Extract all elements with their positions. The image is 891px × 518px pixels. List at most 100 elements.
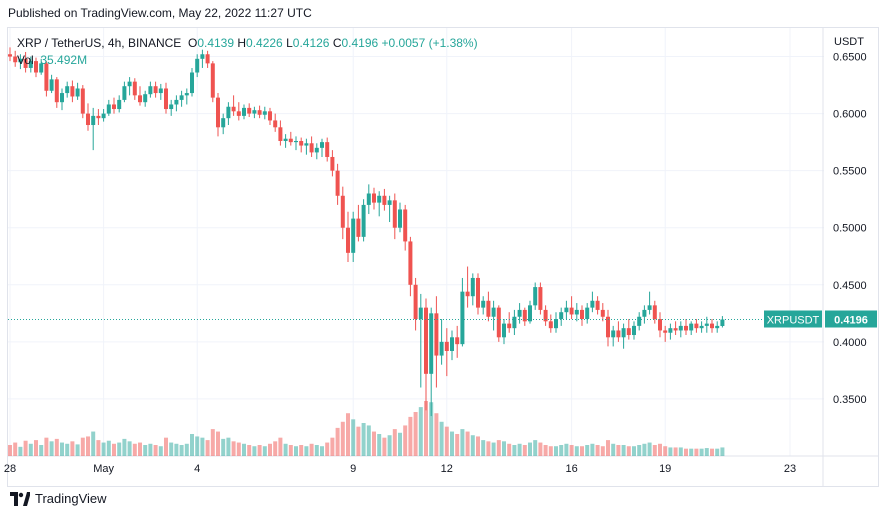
candle-body [262,111,267,115]
volume-bar [694,448,699,456]
volume-bar [320,446,324,456]
volume-bar [268,443,272,456]
candle-body [257,110,262,115]
legend-close-value: 0.4196 [341,36,379,50]
volume-bar [507,443,512,456]
volume-bar [44,437,49,456]
volume-bar [606,440,610,456]
candle-body [663,330,668,333]
volume-bar [236,442,241,456]
footer[interactable]: TradingView [10,491,107,506]
candle-body [444,341,449,351]
candle-body [606,316,610,338]
candle-body [710,323,714,329]
candle-body [65,86,70,94]
legend-open-value: 0.4139 [197,36,235,50]
volume-bar [70,441,75,456]
candle-body [106,104,111,114]
symbol-tag-label: XRPUSDT [767,314,820,326]
candle-body [190,72,194,94]
legend-close-label: C [332,36,342,50]
x-tick-label: May [93,463,114,475]
volume-bar [372,431,376,456]
volume-bar [106,440,111,456]
volume-bar [216,431,220,456]
volume-bar [54,438,59,456]
y-tick-label: 0.3500 [833,394,867,406]
last-price-tag [825,310,877,328]
volume-bar [143,445,148,456]
candle-body [179,95,184,100]
legend-high-value: 0.4226 [246,36,283,50]
candle-body [689,323,694,331]
legend-open-label: O [187,36,198,50]
candle-body [496,307,501,338]
candle-body [200,54,205,59]
candle-body [252,110,257,114]
candle-body [574,309,579,315]
volume-bar [39,445,44,456]
volume-bar [626,446,631,456]
y-tick-label: 0.6000 [833,109,867,121]
volume-bar [502,441,506,456]
volume-bar [210,429,215,456]
volume-bar [122,438,127,456]
candle-body [351,218,356,253]
candle-body [75,88,80,97]
volume-bar [169,442,174,456]
volume-bar [325,442,330,456]
volume-bar [8,445,12,456]
candle-body [455,337,460,345]
volume-bar [580,446,584,456]
volume-bar [569,445,574,456]
candle-body [418,307,423,320]
x-tick-label: 4 [194,463,200,475]
volume-bar [600,446,605,456]
volume-bar [34,440,38,456]
candle-body [564,307,569,313]
volume-bar [429,402,434,456]
candle-body [80,88,85,114]
volume-bar [195,436,200,456]
candle-body [320,142,324,148]
candle-body [548,321,553,329]
volume-bar [595,445,600,456]
candle-body [522,309,527,322]
legend-volume-label: Vol [17,53,34,67]
candle-body [294,140,298,143]
volume-bar [704,448,709,456]
volume-bar [663,446,668,456]
volume-bar [257,445,262,456]
volume-bar [658,443,662,456]
volume-bar [288,445,293,456]
legend-high-label: H [237,36,247,50]
candle-body [481,300,486,308]
candle-body [44,63,49,91]
volume-bar [715,448,720,456]
volume-bar [564,443,569,456]
candle-body [632,325,636,336]
candle-body [392,200,397,228]
candle-body [470,277,475,297]
volume-bar [450,431,454,456]
chart-frame[interactable] [7,27,879,487]
candle-body [184,93,189,96]
candle-body [699,325,704,329]
published-caption: Published on TradingView.com, May 22, 20… [8,6,312,20]
volume-bar [434,413,439,456]
candle-body [91,115,96,126]
candle-body [673,328,678,331]
volume-bar [190,434,194,456]
volume-bar [398,432,402,456]
candle-body [169,104,174,110]
volume-bar [710,448,714,456]
volume-bar [548,446,553,456]
volume-bar [632,446,636,456]
volume-bar [543,445,548,456]
volume-bar [585,445,590,456]
candle-body [658,319,662,331]
legend-volume-row: Vol 35.492M [17,52,478,69]
candle-body [158,88,163,94]
candle-body [465,291,470,297]
